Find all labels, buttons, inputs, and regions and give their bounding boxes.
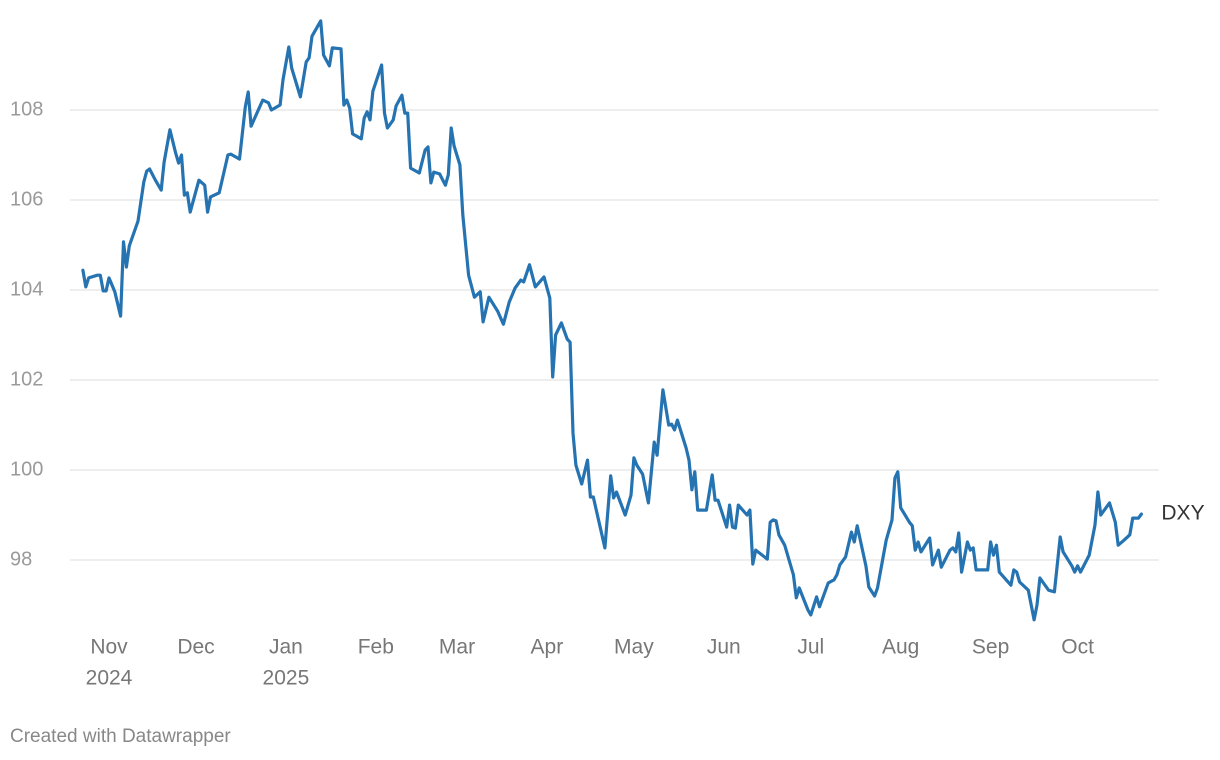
x-tick-label: Aug bbox=[882, 636, 919, 659]
x-tick-label: Jul bbox=[797, 636, 824, 659]
x-tick-label: Apr bbox=[531, 636, 564, 659]
x-tick-label: May bbox=[614, 636, 654, 659]
x-tick-label: Jun bbox=[707, 636, 741, 659]
y-tick-label: 100 bbox=[10, 458, 43, 480]
x-tick-label: Oct bbox=[1061, 636, 1094, 659]
y-tick-label: 108 bbox=[10, 98, 43, 120]
x-tick-year-label: 2025 bbox=[263, 667, 310, 690]
y-tick-label: 106 bbox=[10, 188, 43, 210]
x-tick-label: Jan bbox=[269, 636, 303, 659]
y-tick-label: 98 bbox=[10, 548, 32, 570]
x-tick-label: Sep bbox=[972, 636, 1009, 659]
x-tick-label: Nov bbox=[90, 636, 128, 659]
y-tick-label: 104 bbox=[10, 278, 43, 300]
x-tick-label: Dec bbox=[177, 636, 214, 659]
x-tick-label: Mar bbox=[439, 636, 475, 659]
series-line bbox=[81, 19, 1143, 622]
credit: Created with Datawrapper bbox=[10, 726, 231, 747]
x-tick-year-label: 2024 bbox=[86, 667, 133, 690]
series-label: DXY bbox=[1161, 502, 1204, 525]
x-tick-label: Feb bbox=[358, 636, 394, 659]
y-tick-label: 102 bbox=[10, 368, 43, 390]
